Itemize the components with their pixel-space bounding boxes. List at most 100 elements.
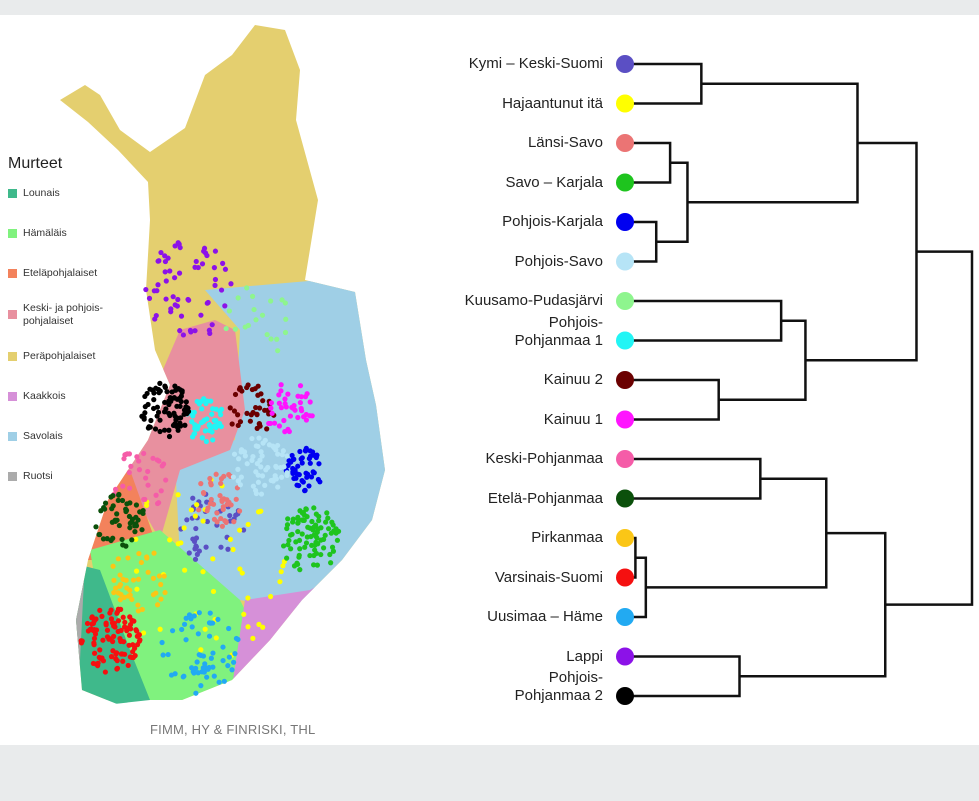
leaf-label: Pohjois-Savo bbox=[514, 252, 603, 270]
sample-dot bbox=[168, 309, 174, 315]
sample-dot bbox=[120, 614, 126, 620]
sample-dot bbox=[136, 550, 142, 557]
sample-dot bbox=[278, 405, 284, 411]
sample-dot bbox=[231, 408, 238, 414]
sample-dot bbox=[99, 613, 105, 619]
sample-dot bbox=[299, 460, 305, 466]
sample-dot bbox=[192, 328, 198, 334]
dendrogram-branch bbox=[645, 477, 828, 589]
sample-dot bbox=[111, 577, 117, 583]
sample-dot bbox=[221, 473, 227, 479]
sample-dot bbox=[166, 410, 172, 416]
sample-dot bbox=[329, 544, 336, 550]
sample-dot bbox=[189, 665, 195, 671]
sample-dot bbox=[270, 443, 276, 449]
sample-dot bbox=[295, 414, 301, 421]
sample-dot bbox=[91, 635, 98, 642]
sample-dot bbox=[226, 625, 232, 632]
sample-dot bbox=[114, 658, 120, 664]
sample-dot bbox=[206, 620, 213, 626]
credit-text: FIMM, HY & FINRISKI, THL bbox=[150, 722, 316, 737]
sample-dot bbox=[284, 453, 290, 459]
sample-dot bbox=[310, 562, 317, 568]
sample-dot bbox=[275, 451, 281, 457]
legend-label: Keski- ja pohjois- pohjalaiset bbox=[23, 302, 103, 327]
sample-dot bbox=[175, 492, 181, 498]
sample-dot bbox=[167, 394, 173, 401]
leaf-label: Pirkanmaa bbox=[531, 529, 603, 546]
sample-dot bbox=[118, 591, 124, 598]
sample-dot bbox=[185, 296, 191, 303]
sample-dot bbox=[127, 654, 133, 660]
sample-dot bbox=[200, 653, 207, 659]
sample-dot bbox=[294, 471, 300, 477]
sample-dot bbox=[133, 627, 139, 633]
sample-dot bbox=[282, 396, 288, 402]
sample-dot bbox=[206, 423, 213, 429]
sample-dot bbox=[233, 496, 239, 502]
sample-dot bbox=[329, 519, 335, 525]
dendrogram-branch bbox=[739, 531, 887, 678]
sample-dot bbox=[218, 287, 225, 293]
sample-dot bbox=[114, 511, 120, 517]
sample-dot bbox=[107, 610, 113, 616]
sample-dot bbox=[153, 385, 159, 391]
sample-dot bbox=[231, 519, 237, 525]
sample-dot bbox=[236, 508, 243, 514]
sample-dot bbox=[135, 602, 141, 608]
sample-dot bbox=[262, 482, 268, 488]
sample-dot bbox=[188, 507, 195, 513]
sample-dot bbox=[142, 404, 148, 410]
leaf-dot bbox=[616, 608, 634, 626]
sample-dot bbox=[122, 651, 128, 657]
sample-dot bbox=[180, 332, 186, 338]
sample-dot bbox=[154, 413, 160, 419]
sample-dot bbox=[219, 523, 225, 529]
sample-dot bbox=[303, 540, 310, 546]
sample-dot bbox=[283, 316, 289, 322]
sample-dot bbox=[312, 547, 318, 553]
sample-dot bbox=[172, 302, 178, 308]
sample-dot bbox=[144, 390, 150, 397]
sample-dot bbox=[305, 524, 311, 530]
sample-dot bbox=[230, 659, 237, 665]
sample-dot bbox=[245, 322, 251, 329]
sample-dot bbox=[115, 497, 121, 504]
sample-dot bbox=[256, 435, 262, 441]
sample-dot bbox=[232, 391, 239, 398]
sample-dot bbox=[170, 294, 176, 300]
sample-dot bbox=[129, 596, 135, 603]
sample-dot bbox=[264, 426, 270, 432]
sample-dot bbox=[219, 497, 225, 503]
sample-dot bbox=[229, 667, 235, 673]
sample-dot bbox=[108, 654, 115, 660]
sample-dot bbox=[112, 517, 118, 523]
sample-dot bbox=[301, 512, 308, 518]
sample-dot bbox=[148, 417, 154, 424]
sample-dot bbox=[178, 313, 185, 319]
sample-dot bbox=[196, 610, 202, 616]
sample-dot bbox=[135, 576, 142, 582]
sample-dot bbox=[177, 403, 183, 409]
sample-dot bbox=[156, 573, 163, 579]
sample-dot bbox=[201, 669, 207, 675]
sample-dot bbox=[206, 633, 213, 639]
sample-dot bbox=[291, 403, 297, 409]
sample-dot bbox=[122, 619, 128, 625]
legend-swatch bbox=[8, 189, 17, 198]
sample-dot bbox=[228, 281, 234, 287]
sample-dot bbox=[201, 490, 207, 497]
sample-dot bbox=[282, 300, 288, 306]
sample-dot bbox=[152, 316, 158, 322]
sample-dot bbox=[198, 312, 204, 318]
sample-dot bbox=[110, 563, 116, 569]
sample-dot bbox=[128, 626, 134, 632]
sample-dot bbox=[304, 471, 311, 477]
sample-dot bbox=[110, 535, 116, 541]
dendrogram-branch bbox=[625, 62, 703, 105]
sample-dot bbox=[309, 518, 315, 525]
leaf-label: Pohjois- Pohjanmaa 1 bbox=[514, 313, 603, 349]
sample-dot bbox=[208, 655, 214, 661]
sample-dot bbox=[115, 556, 121, 562]
sample-dot bbox=[209, 429, 215, 435]
